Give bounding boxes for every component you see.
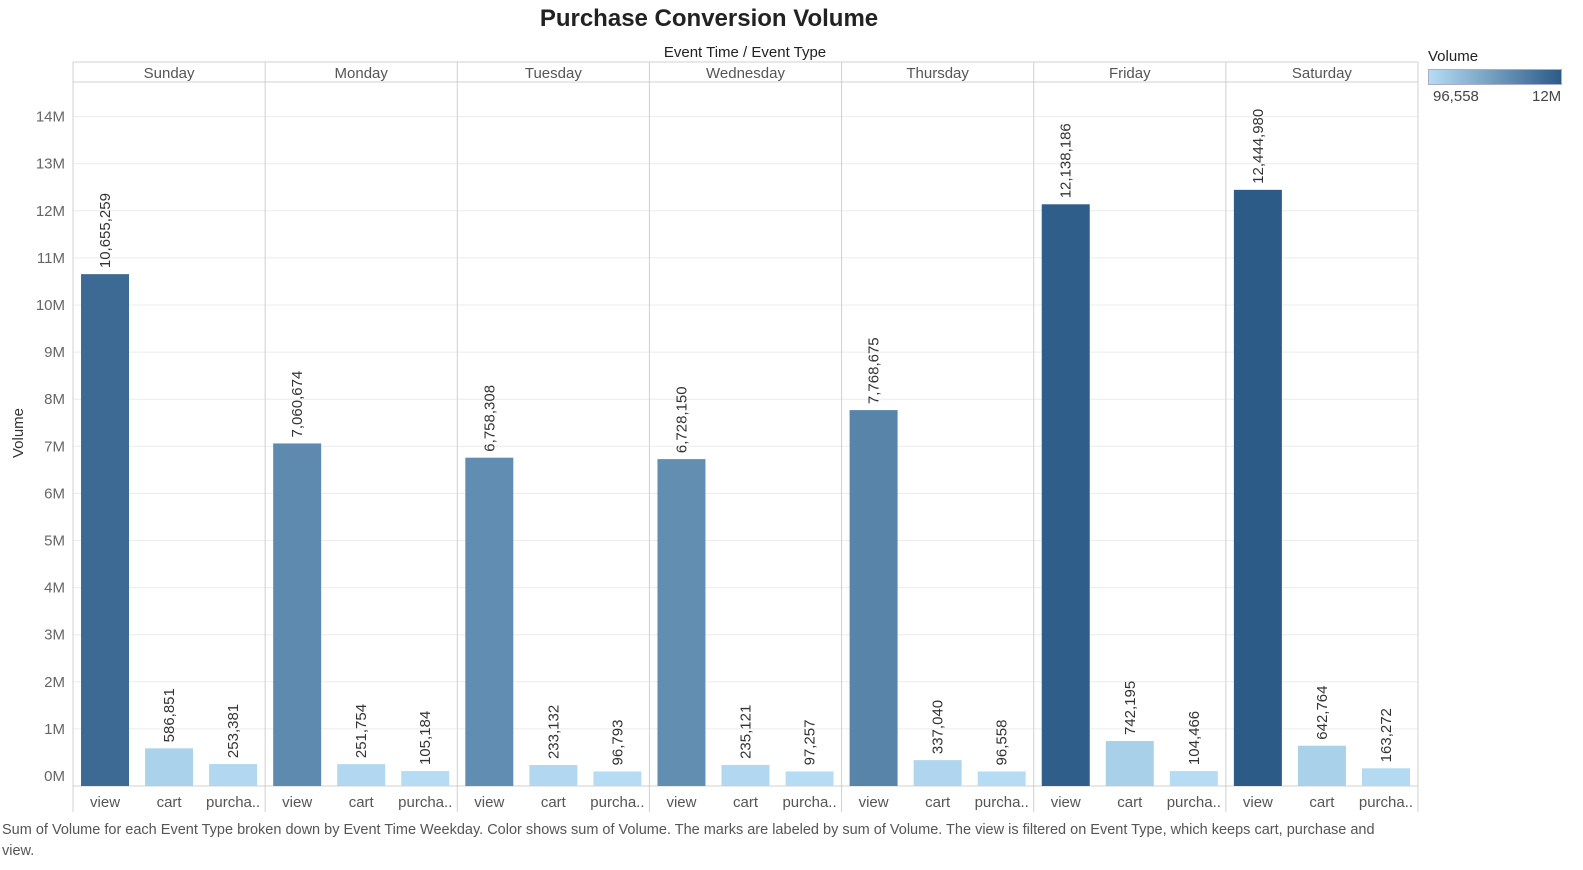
- bar-saturday-purcha: [1361, 768, 1410, 786]
- y-tick-label: 9M: [44, 344, 65, 361]
- x-category-label: purcha..: [206, 794, 260, 811]
- y-tick-label: 8M: [44, 391, 65, 408]
- x-category-label: purcha..: [1359, 794, 1413, 811]
- bar-value-label: 253,381: [225, 704, 242, 758]
- y-tick-label: 7M: [44, 438, 65, 455]
- y-tick-label: 6M: [44, 485, 65, 502]
- y-tick-label: 14M: [36, 109, 65, 126]
- bar-value-label: 105,184: [417, 711, 434, 765]
- x-category-label: cart: [1309, 794, 1335, 811]
- y-tick-label: 1M: [44, 721, 65, 738]
- pane-header-thursday: Thursday: [906, 65, 969, 82]
- pane-header-wednesday: Wednesday: [706, 65, 785, 82]
- bar-wednesday-purcha: [785, 771, 834, 786]
- bar-thursday-purcha: [977, 771, 1026, 786]
- bar-value-label: 235,121: [738, 705, 755, 759]
- bar-value-label: 251,754: [353, 704, 370, 758]
- bar-thursday-view: [849, 410, 898, 786]
- bar-chart: 0M 1M 2M 3M 4M 5M 6M 7M 8M 9M 10M 11M 12M 13M 14M Volum…: [10, 61, 1419, 812]
- bar-value-label: 6,728,150: [673, 386, 690, 453]
- bar-friday-cart: [1105, 741, 1154, 786]
- y-tick-label: 5M: [44, 533, 65, 550]
- x-category-label: purcha..: [782, 794, 836, 811]
- pane-header-sunday: Sunday: [144, 65, 195, 82]
- bar-value-label: 10,655,259: [97, 193, 114, 268]
- chart-caption: Sum of Volume for each Event Type broken…: [2, 822, 1375, 859]
- y-tick-label: 4M: [44, 580, 65, 597]
- bar-wednesday-cart: [721, 764, 770, 786]
- bar-value-label: 7,768,675: [866, 337, 883, 404]
- bar-monday-view: [273, 443, 322, 786]
- bar-value-label: 96,558: [994, 720, 1011, 766]
- bar-value-label: 337,040: [930, 700, 947, 754]
- legend-gradient-bar: [1428, 69, 1562, 85]
- bar-sunday-view: [81, 274, 130, 786]
- pane-header-monday: Monday: [335, 65, 389, 82]
- y-tick-label: 0M: [44, 768, 65, 785]
- bar-value-label: 642,764: [1314, 685, 1331, 739]
- bar-tuesday-cart: [529, 765, 578, 786]
- x-category-label: view: [282, 794, 312, 811]
- x-category-label: cart: [925, 794, 951, 811]
- bar-value-label: 12,138,186: [1058, 123, 1075, 198]
- x-category-label: purcha..: [1167, 794, 1221, 811]
- bar-value-label: 97,257: [802, 720, 819, 766]
- color-legend: Volume 96,558 12M: [1428, 48, 1568, 105]
- y-tick-label: 11M: [37, 250, 65, 267]
- chart-title: Purchase Conversion Volume: [539, 5, 879, 32]
- pane-header-friday: Friday: [1109, 65, 1151, 82]
- bar-monday-cart: [337, 764, 386, 786]
- bar-value-label: 96,793: [609, 720, 626, 766]
- x-category-label: view: [1243, 794, 1273, 811]
- bar-monday-purcha: [401, 771, 450, 786]
- bar-tuesday-purcha: [593, 771, 642, 786]
- pane-header-tuesday: Tuesday: [525, 65, 582, 82]
- bar-value-label: 7,060,674: [289, 371, 306, 438]
- x-category-label: view: [474, 794, 504, 811]
- legend-min-label: 96,558: [1433, 88, 1479, 105]
- bar-value-label: 104,466: [1186, 711, 1203, 765]
- legend-title: Volume: [1428, 48, 1479, 65]
- bar-sunday-purcha: [209, 764, 258, 786]
- x-category-label: view: [1051, 794, 1081, 811]
- x-category-label: purcha..: [398, 794, 452, 811]
- bar-value-label: 6,758,308: [481, 385, 498, 452]
- bar-value-label: 12,444,980: [1250, 109, 1267, 184]
- x-category-label: view: [859, 794, 889, 811]
- y-tick-label: 13M: [36, 156, 65, 173]
- bar-value-label: 233,132: [545, 705, 562, 759]
- bar-value-label: 163,272: [1378, 708, 1395, 762]
- bar-value-label: 586,851: [161, 688, 178, 742]
- bar-value-label: 742,195: [1122, 681, 1139, 735]
- bar-friday-purcha: [1169, 771, 1218, 786]
- y-tick-label: 3M: [44, 627, 65, 644]
- x-category-label: cart: [157, 794, 183, 811]
- pane-header-saturday: Saturday: [1292, 65, 1353, 82]
- bar-sunday-cart: [145, 748, 194, 786]
- bar-saturday-cart: [1297, 745, 1346, 786]
- x-category-label: purcha..: [975, 794, 1029, 811]
- x-category-label: cart: [1117, 794, 1143, 811]
- bar-saturday-view: [1233, 189, 1282, 787]
- x-category-label: view: [90, 794, 120, 811]
- y-tick-label: 12M: [36, 203, 65, 220]
- y-tick-label: 2M: [44, 674, 65, 691]
- column-header-label: Event Time / Event Type: [663, 44, 827, 61]
- bar-friday-view: [1041, 204, 1090, 786]
- legend-max-label: 12M: [1532, 88, 1562, 105]
- x-category-label: cart: [349, 794, 375, 811]
- y-axis-title: Volume: [10, 408, 27, 458]
- x-category-label: purcha..: [590, 794, 644, 811]
- bar-tuesday-view: [465, 457, 514, 786]
- x-category-label: view: [666, 794, 696, 811]
- bar-thursday-cart: [913, 760, 962, 786]
- x-category-label: cart: [733, 794, 759, 811]
- bar-wednesday-view: [657, 459, 706, 786]
- y-tick-label: 10M: [36, 297, 65, 314]
- x-category-label: cart: [541, 794, 567, 811]
